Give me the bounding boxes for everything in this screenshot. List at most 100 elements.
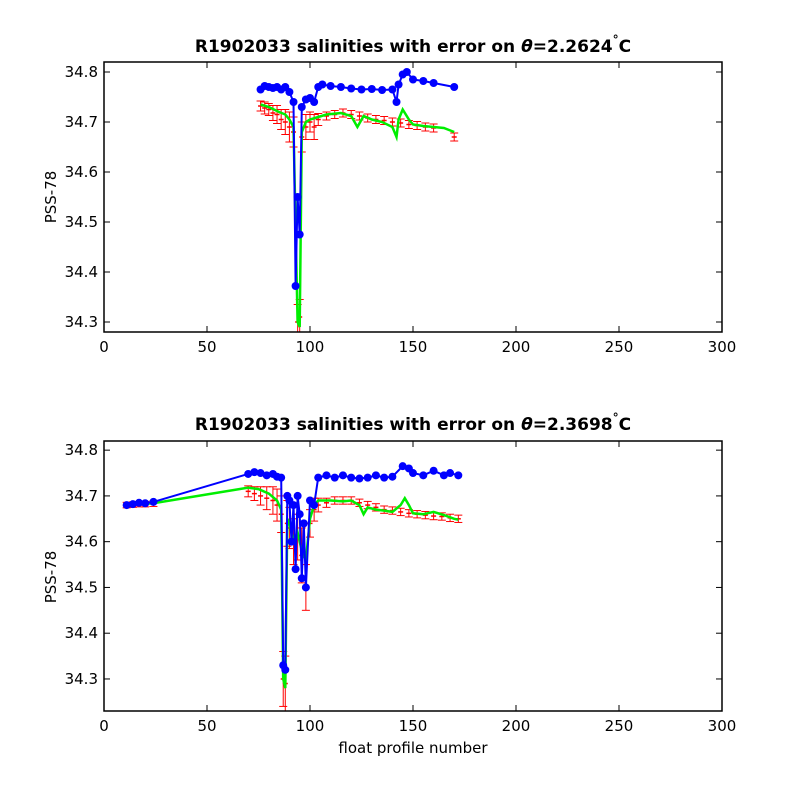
float-point bbox=[310, 98, 319, 106]
panel-top-axes-frame bbox=[103, 61, 723, 333]
panel-bottom-xlabel: float profile number bbox=[338, 739, 488, 757]
float-point bbox=[256, 469, 265, 478]
plot-area bbox=[122, 462, 463, 711]
plot-area bbox=[256, 68, 459, 332]
panel-top-title: R1902033 salinities with error on θ=2.26… bbox=[195, 33, 631, 57]
panel-top-ylabel: PSS-78 bbox=[42, 171, 60, 224]
float-point bbox=[419, 77, 428, 85]
float-point bbox=[287, 537, 296, 546]
float-point bbox=[450, 83, 459, 91]
float-point bbox=[439, 471, 448, 480]
y-tick-label: 34.5 bbox=[65, 578, 98, 596]
float-point bbox=[378, 86, 387, 94]
float-point bbox=[402, 68, 411, 76]
float-point bbox=[293, 491, 302, 500]
float-point bbox=[380, 473, 389, 482]
y-tick-label: 34.8 bbox=[65, 441, 98, 459]
x-tick-label: 250 bbox=[605, 717, 634, 735]
x-tick-label: 0 bbox=[99, 717, 109, 735]
x-tick-label: 50 bbox=[197, 717, 216, 735]
x-tick-label: 100 bbox=[296, 338, 325, 356]
float-point bbox=[419, 471, 428, 480]
mapped-line bbox=[126, 486, 459, 689]
y-tick-label: 34.7 bbox=[65, 487, 98, 505]
y-tick-label: 34.3 bbox=[65, 670, 98, 688]
panel-bottom-title: R1902033 salinities with error on θ=2.36… bbox=[195, 411, 631, 435]
float-point bbox=[322, 471, 331, 480]
float-point bbox=[388, 85, 397, 94]
float-point bbox=[291, 565, 300, 574]
float-point bbox=[409, 75, 417, 84]
float-point bbox=[289, 98, 298, 106]
float-point bbox=[446, 469, 455, 478]
float-point bbox=[347, 473, 356, 482]
panel-bottom: R1902033 salinities with error on θ=2.36… bbox=[42, 411, 736, 757]
float-point bbox=[128, 500, 137, 509]
float-point bbox=[326, 82, 335, 90]
x-tick-label: 150 bbox=[399, 338, 428, 356]
float-point bbox=[250, 468, 259, 477]
float-point bbox=[398, 462, 407, 471]
float-point bbox=[299, 519, 308, 528]
float-point bbox=[355, 474, 364, 483]
float-point bbox=[371, 471, 380, 480]
x-tick-label: 0 bbox=[99, 338, 109, 356]
float-point bbox=[244, 469, 253, 478]
float-point bbox=[301, 583, 310, 592]
float-point bbox=[122, 501, 131, 510]
y-tick-label: 34.6 bbox=[65, 533, 98, 551]
float-point bbox=[429, 79, 438, 87]
float-point bbox=[330, 473, 339, 482]
panel-bottom-ylabel: PSS-78 bbox=[42, 551, 60, 604]
float-point bbox=[388, 472, 397, 481]
float-point bbox=[367, 85, 376, 93]
float-point bbox=[141, 499, 150, 508]
float-point bbox=[293, 193, 302, 201]
x-tick-label: 300 bbox=[708, 717, 737, 735]
panel-bottom-axes-frame bbox=[103, 440, 723, 712]
float-point bbox=[262, 471, 271, 480]
float-point bbox=[149, 497, 158, 506]
float-point bbox=[297, 103, 306, 111]
float-point bbox=[135, 498, 144, 507]
float-point bbox=[394, 80, 403, 89]
panel-top: R1902033 salinities with error on θ=2.26… bbox=[42, 33, 736, 356]
float-point bbox=[336, 83, 345, 91]
y-tick-label: 34.3 bbox=[65, 313, 98, 331]
y-tick-label: 34.4 bbox=[65, 624, 98, 642]
float-point bbox=[277, 473, 286, 482]
float-point bbox=[318, 80, 327, 89]
float-point bbox=[429, 466, 438, 475]
float-point bbox=[291, 282, 300, 290]
x-tick-label: 100 bbox=[296, 717, 325, 735]
float-point bbox=[409, 469, 417, 478]
x-tick-label: 200 bbox=[502, 338, 531, 356]
float-point bbox=[357, 85, 366, 94]
float-point bbox=[314, 473, 323, 482]
y-tick-label: 34.4 bbox=[65, 263, 98, 281]
float-point bbox=[363, 473, 372, 482]
float-point bbox=[289, 501, 298, 510]
x-tick-label: 150 bbox=[399, 717, 428, 735]
float-point bbox=[285, 88, 294, 96]
float-point bbox=[392, 98, 401, 106]
x-tick-label: 250 bbox=[605, 338, 634, 356]
mapped-line bbox=[260, 103, 455, 328]
float-point bbox=[454, 471, 463, 480]
float-point bbox=[347, 84, 356, 93]
x-tick-label: 300 bbox=[708, 338, 737, 356]
float-point bbox=[295, 230, 304, 239]
y-tick-label: 34.6 bbox=[65, 163, 98, 181]
float-point bbox=[297, 574, 306, 583]
x-tick-label: 50 bbox=[197, 338, 216, 356]
float-line bbox=[259, 70, 455, 287]
y-tick-label: 34.5 bbox=[65, 213, 98, 231]
y-tick-label: 34.8 bbox=[65, 63, 98, 81]
y-tick-label: 34.7 bbox=[65, 113, 98, 131]
float-point bbox=[295, 510, 304, 519]
float-point bbox=[281, 665, 290, 674]
x-tick-label: 200 bbox=[502, 717, 531, 735]
float-point bbox=[338, 471, 347, 480]
float-point bbox=[310, 501, 319, 510]
